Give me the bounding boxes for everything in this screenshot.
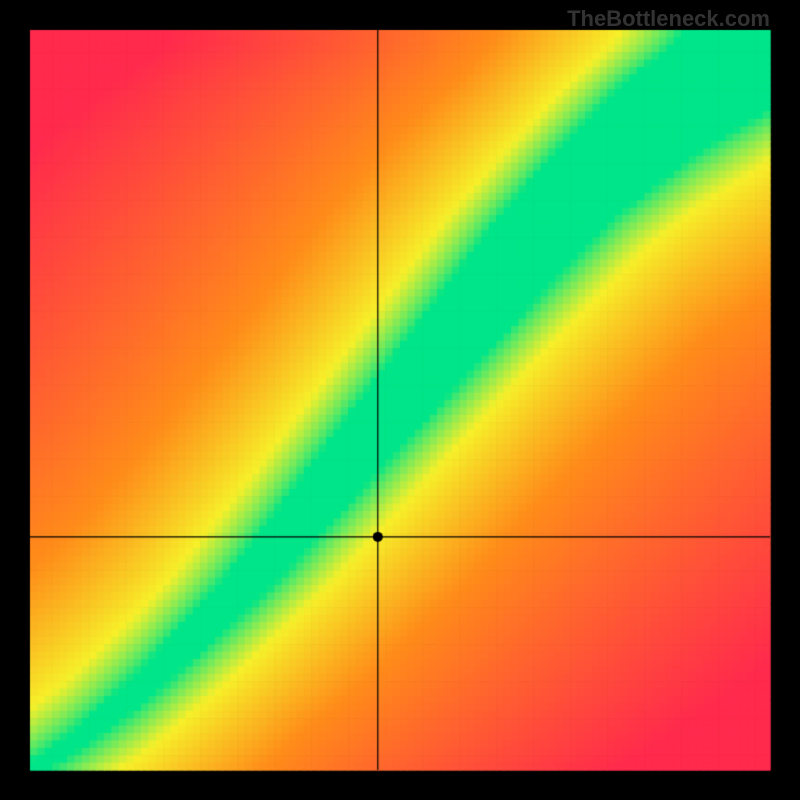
watermark-text: TheBottleneck.com [567, 6, 770, 32]
bottleneck-heatmap [0, 0, 800, 800]
